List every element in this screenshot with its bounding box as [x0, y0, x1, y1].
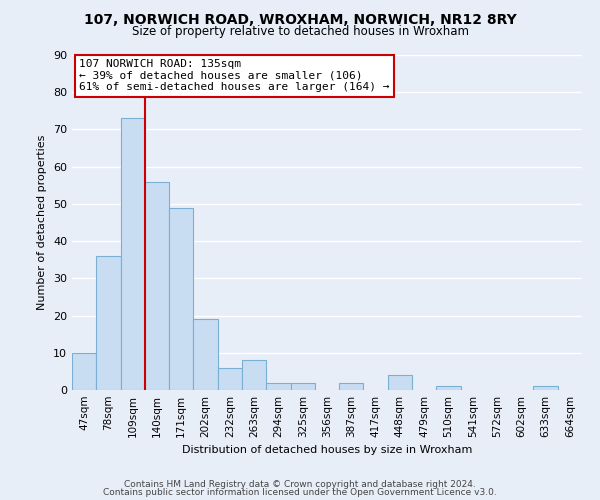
Text: Size of property relative to detached houses in Wroxham: Size of property relative to detached ho…: [131, 25, 469, 38]
Text: Contains public sector information licensed under the Open Government Licence v3: Contains public sector information licen…: [103, 488, 497, 497]
Bar: [339, 382, 364, 390]
Bar: [436, 386, 461, 390]
Bar: [266, 382, 290, 390]
Bar: [193, 320, 218, 390]
Bar: [290, 382, 315, 390]
Text: Contains HM Land Registry data © Crown copyright and database right 2024.: Contains HM Land Registry data © Crown c…: [124, 480, 476, 489]
Bar: [533, 386, 558, 390]
Bar: [242, 360, 266, 390]
Bar: [145, 182, 169, 390]
X-axis label: Distribution of detached houses by size in Wroxham: Distribution of detached houses by size …: [182, 446, 472, 456]
Text: 107, NORWICH ROAD, WROXHAM, NORWICH, NR12 8RY: 107, NORWICH ROAD, WROXHAM, NORWICH, NR1…: [83, 12, 517, 26]
Bar: [72, 353, 96, 390]
Bar: [121, 118, 145, 390]
Bar: [388, 375, 412, 390]
Y-axis label: Number of detached properties: Number of detached properties: [37, 135, 47, 310]
Bar: [218, 368, 242, 390]
Text: 107 NORWICH ROAD: 135sqm
← 39% of detached houses are smaller (106)
61% of semi-: 107 NORWICH ROAD: 135sqm ← 39% of detach…: [79, 59, 389, 92]
Bar: [96, 256, 121, 390]
Bar: [169, 208, 193, 390]
